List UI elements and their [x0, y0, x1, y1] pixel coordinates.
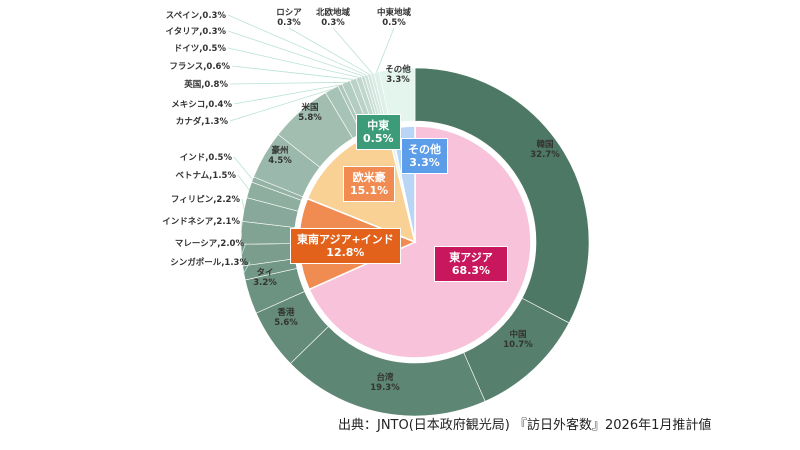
- leader-line: [288, 27, 370, 75]
- inner-label-box: 欧米豪 15.1%: [343, 166, 396, 202]
- label-name: その他: [385, 65, 411, 75]
- outer-label: 中国 10.7%: [493, 330, 543, 350]
- label-name: 豪州: [271, 146, 289, 156]
- label-value: 5.8%: [298, 113, 322, 123]
- label-value: 12.8%: [326, 246, 365, 259]
- label-name: 欧米豪: [352, 171, 386, 184]
- label-name: 中東地域: [376, 8, 411, 18]
- label-value: 0.3%: [321, 18, 345, 28]
- leader-line: [237, 174, 250, 191]
- outer-label: 米国 5.8%: [285, 103, 335, 123]
- outer-label: ベトナム,1.5%: [175, 171, 236, 181]
- label-value: 4.5%: [268, 156, 292, 166]
- label-name: 東アジア: [449, 251, 493, 264]
- label-name: 中東: [367, 119, 390, 132]
- source-note: 出典：JNTO(日本政府観光局) 『訪日外客数』2026年1月推計値: [338, 418, 712, 433]
- inner-label-box: 東アジア 68.3%: [434, 246, 508, 282]
- label-value: 0.3%: [277, 18, 301, 28]
- leader-line: [332, 27, 373, 74]
- outer-label: マレーシア,2.0%: [174, 239, 244, 249]
- leader-line: [229, 88, 332, 122]
- outer-label: シンガポール,1.3%: [170, 258, 248, 268]
- leader-line: [376, 27, 395, 73]
- leader-line: [227, 14, 367, 76]
- leader-line: [233, 84, 340, 105]
- label-name: 北欧地域: [315, 8, 350, 18]
- inner-label-box: その他 3.3%: [401, 138, 448, 174]
- label-name: 米国: [301, 103, 319, 113]
- label-value: 0.5%: [382, 18, 406, 28]
- outer-label: ロシア 0.3%: [264, 8, 314, 28]
- label-value: 68.3%: [451, 264, 491, 277]
- label-name: ロシア: [276, 8, 302, 18]
- outer-label: その他 3.3%: [373, 65, 423, 85]
- outer-label: 英国,0.8%: [184, 80, 228, 90]
- label-value: 0.5%: [363, 132, 394, 145]
- outer-label: カナダ,1.3%: [175, 117, 228, 127]
- leader-line: [241, 242, 247, 256]
- outer-label: 中東地域 0.5%: [369, 8, 419, 28]
- leader-line: [229, 81, 346, 85]
- label-value: 3.2%: [253, 278, 277, 288]
- leader-line: [227, 47, 359, 78]
- outer-label: 韓国 32.7%: [520, 140, 570, 160]
- leader-line: [233, 156, 253, 180]
- label-value: 5.6%: [274, 318, 298, 328]
- outer-label: メキシコ,0.4%: [171, 100, 232, 110]
- leader-line: [231, 65, 354, 80]
- outer-label: 台湾 19.3%: [360, 373, 410, 393]
- label-value: 32.7%: [530, 150, 560, 160]
- label-value: 19.3%: [370, 383, 400, 393]
- leader-line: [227, 30, 363, 77]
- label-name: 韓国: [536, 140, 554, 150]
- inner-label-box: 東南アジア+インド 12.8%: [290, 228, 401, 264]
- outer-label: フィリピン,2.2%: [170, 195, 240, 205]
- outer-label: インド,0.5%: [179, 153, 232, 163]
- label-name: タイ: [256, 268, 274, 278]
- leader-line: [240, 220, 243, 233]
- label-name: 香港: [277, 308, 295, 318]
- label-value: 15.1%: [350, 184, 389, 197]
- label-name: 台湾: [376, 373, 394, 383]
- label-name: 東南アジア+インド: [297, 233, 394, 246]
- outer-label: フランス,0.6%: [169, 62, 230, 72]
- outer-label: スペイン,0.3%: [165, 11, 226, 21]
- inner-label-box: 中東 0.5%: [356, 114, 401, 150]
- label-value: 3.3%: [386, 75, 410, 85]
- outer-label: 豪州 4.5%: [255, 146, 305, 166]
- inner-slice: [308, 125, 532, 359]
- outer-label: 北欧地域 0.3%: [308, 8, 358, 28]
- outer-label: イタリア,0.3%: [165, 27, 226, 37]
- leader-line: [241, 198, 245, 210]
- label-name: その他: [408, 143, 441, 156]
- label-value: 10.7%: [503, 340, 533, 350]
- leader-line: [243, 261, 251, 274]
- label-name: 中国: [509, 330, 527, 340]
- outer-label: タイ 3.2%: [240, 268, 290, 288]
- outer-slice: [414, 67, 590, 324]
- label-value: 3.3%: [409, 156, 440, 169]
- outer-label: ドイツ,0.5%: [173, 44, 226, 54]
- outer-label: インドネシア,2.1%: [162, 217, 240, 227]
- outer-label: 香港 5.6%: [261, 308, 311, 328]
